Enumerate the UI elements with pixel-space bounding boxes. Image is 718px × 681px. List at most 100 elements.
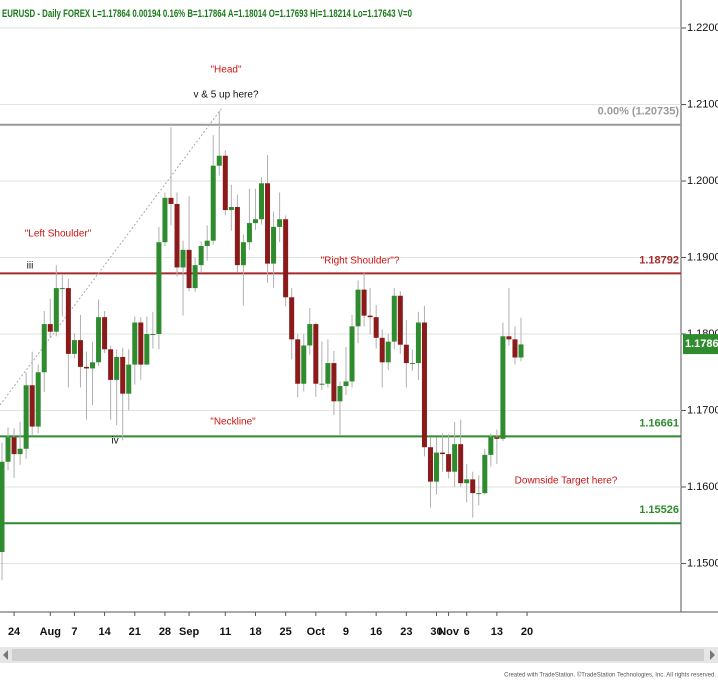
- candle-body: [41, 324, 47, 373]
- candle-body: [204, 240, 210, 247]
- annotation: "Neckline": [210, 417, 256, 428]
- candle-body: [90, 362, 96, 369]
- candle-body: [295, 339, 301, 384]
- candle-body: [11, 437, 17, 455]
- y-tick-label: 1.17000: [687, 404, 718, 416]
- candle-body: [83, 366, 89, 369]
- x-tick-label: 16: [370, 626, 382, 638]
- candle-body: [482, 454, 488, 494]
- candle-body: [409, 363, 415, 365]
- candle-body: [59, 288, 65, 290]
- candle-body: [71, 340, 77, 354]
- candle-body: [265, 183, 271, 264]
- candle-body: [470, 479, 476, 494]
- candle-body: [114, 356, 120, 380]
- candle-body: [210, 165, 216, 241]
- x-tick-label: 20: [521, 626, 533, 638]
- candle-body: [132, 322, 138, 365]
- candle-body: [325, 363, 331, 384]
- candle-body: [452, 444, 458, 472]
- annotation: "Head": [210, 65, 241, 76]
- scroll-right-arrow[interactable]: [710, 650, 715, 660]
- candle-body: [252, 219, 258, 224]
- candle-body: [259, 183, 265, 220]
- candle-body: [126, 364, 132, 394]
- candle-body: [506, 336, 512, 340]
- y-tick-label: 1.20000: [687, 175, 718, 187]
- candle-body: [222, 155, 228, 211]
- candle-body: [355, 289, 361, 327]
- candle-body: [120, 356, 126, 394]
- candle-body: [464, 479, 470, 484]
- candle-body: [17, 448, 23, 455]
- candle-body: [458, 444, 464, 484]
- candle-body: [319, 383, 325, 385]
- candle-body: [301, 345, 307, 384]
- candle-body: [186, 249, 192, 289]
- candle-body: [500, 336, 506, 439]
- candle-body: [192, 265, 198, 289]
- candle-body: [144, 333, 150, 365]
- candle-body: [349, 326, 355, 382]
- candle-body: [434, 452, 440, 482]
- candle-body: [168, 197, 174, 204]
- candle-body: [391, 295, 397, 342]
- level-label: 1.18792: [639, 254, 679, 266]
- x-tick-label: 18: [249, 626, 261, 638]
- candle-body: [289, 297, 295, 340]
- annotation: Downside Target here?: [515, 476, 618, 487]
- x-tick-label: Oct: [307, 626, 326, 638]
- candle-body: [337, 386, 343, 402]
- candle-body: [307, 324, 313, 346]
- candle-body: [150, 333, 156, 335]
- candle-body: [77, 340, 83, 367]
- x-tick-label: 21: [129, 626, 141, 638]
- candle-body: [47, 324, 53, 332]
- fib-drawing-line: [0, 107, 223, 406]
- scroll-left-arrow[interactable]: [3, 650, 8, 660]
- x-tick-label: 13: [491, 626, 503, 638]
- candle-body: [240, 242, 246, 266]
- scrollbar[interactable]: [0, 647, 718, 663]
- x-tick-label: 11: [219, 626, 231, 638]
- candle-body: [198, 246, 204, 266]
- candle-body: [138, 322, 144, 365]
- x-tick-label: Aug: [40, 626, 61, 638]
- candle-body: [367, 315, 373, 318]
- candle-body: [512, 339, 518, 358]
- candle-body: [385, 341, 391, 363]
- candle-body: [35, 372, 41, 427]
- footer: Created with TradeStation. ©TradeStation…: [504, 672, 716, 679]
- level-label: 1.16661: [639, 417, 679, 429]
- candle-body: [108, 349, 114, 380]
- x-tick-label: Sep: [179, 626, 199, 638]
- x-tick-label: 14: [98, 626, 111, 638]
- candle-body: [228, 207, 234, 211]
- candle-body: [440, 452, 446, 455]
- candle-body: [427, 447, 433, 482]
- candle-body: [313, 324, 319, 384]
- candle-body: [373, 317, 379, 338]
- annotation: "Right Shoulder"?: [321, 256, 400, 267]
- candle-body: [0, 461, 5, 553]
- candle-body: [156, 242, 162, 334]
- candle-body: [29, 385, 35, 427]
- annotation: "Left Shoulder": [25, 229, 92, 240]
- candle-body: [415, 322, 421, 364]
- last-price-label: 1.17868: [685, 338, 718, 350]
- candle-body: [494, 437, 500, 439]
- scrollbar-thumb[interactable]: [12, 649, 704, 661]
- candle-body: [476, 493, 482, 495]
- annotation: iii: [27, 261, 34, 272]
- candle-body: [96, 317, 102, 363]
- y-tick-label: 1.22000: [687, 22, 718, 34]
- candle-body: [216, 155, 222, 166]
- candle-body: [180, 249, 186, 268]
- candle-body: [234, 207, 240, 266]
- last-price-box: [683, 334, 718, 355]
- candle-body: [277, 219, 283, 227]
- candle-body: [246, 223, 252, 243]
- x-tick-label: Nov: [438, 626, 460, 638]
- x-tick-label: 25: [280, 626, 292, 638]
